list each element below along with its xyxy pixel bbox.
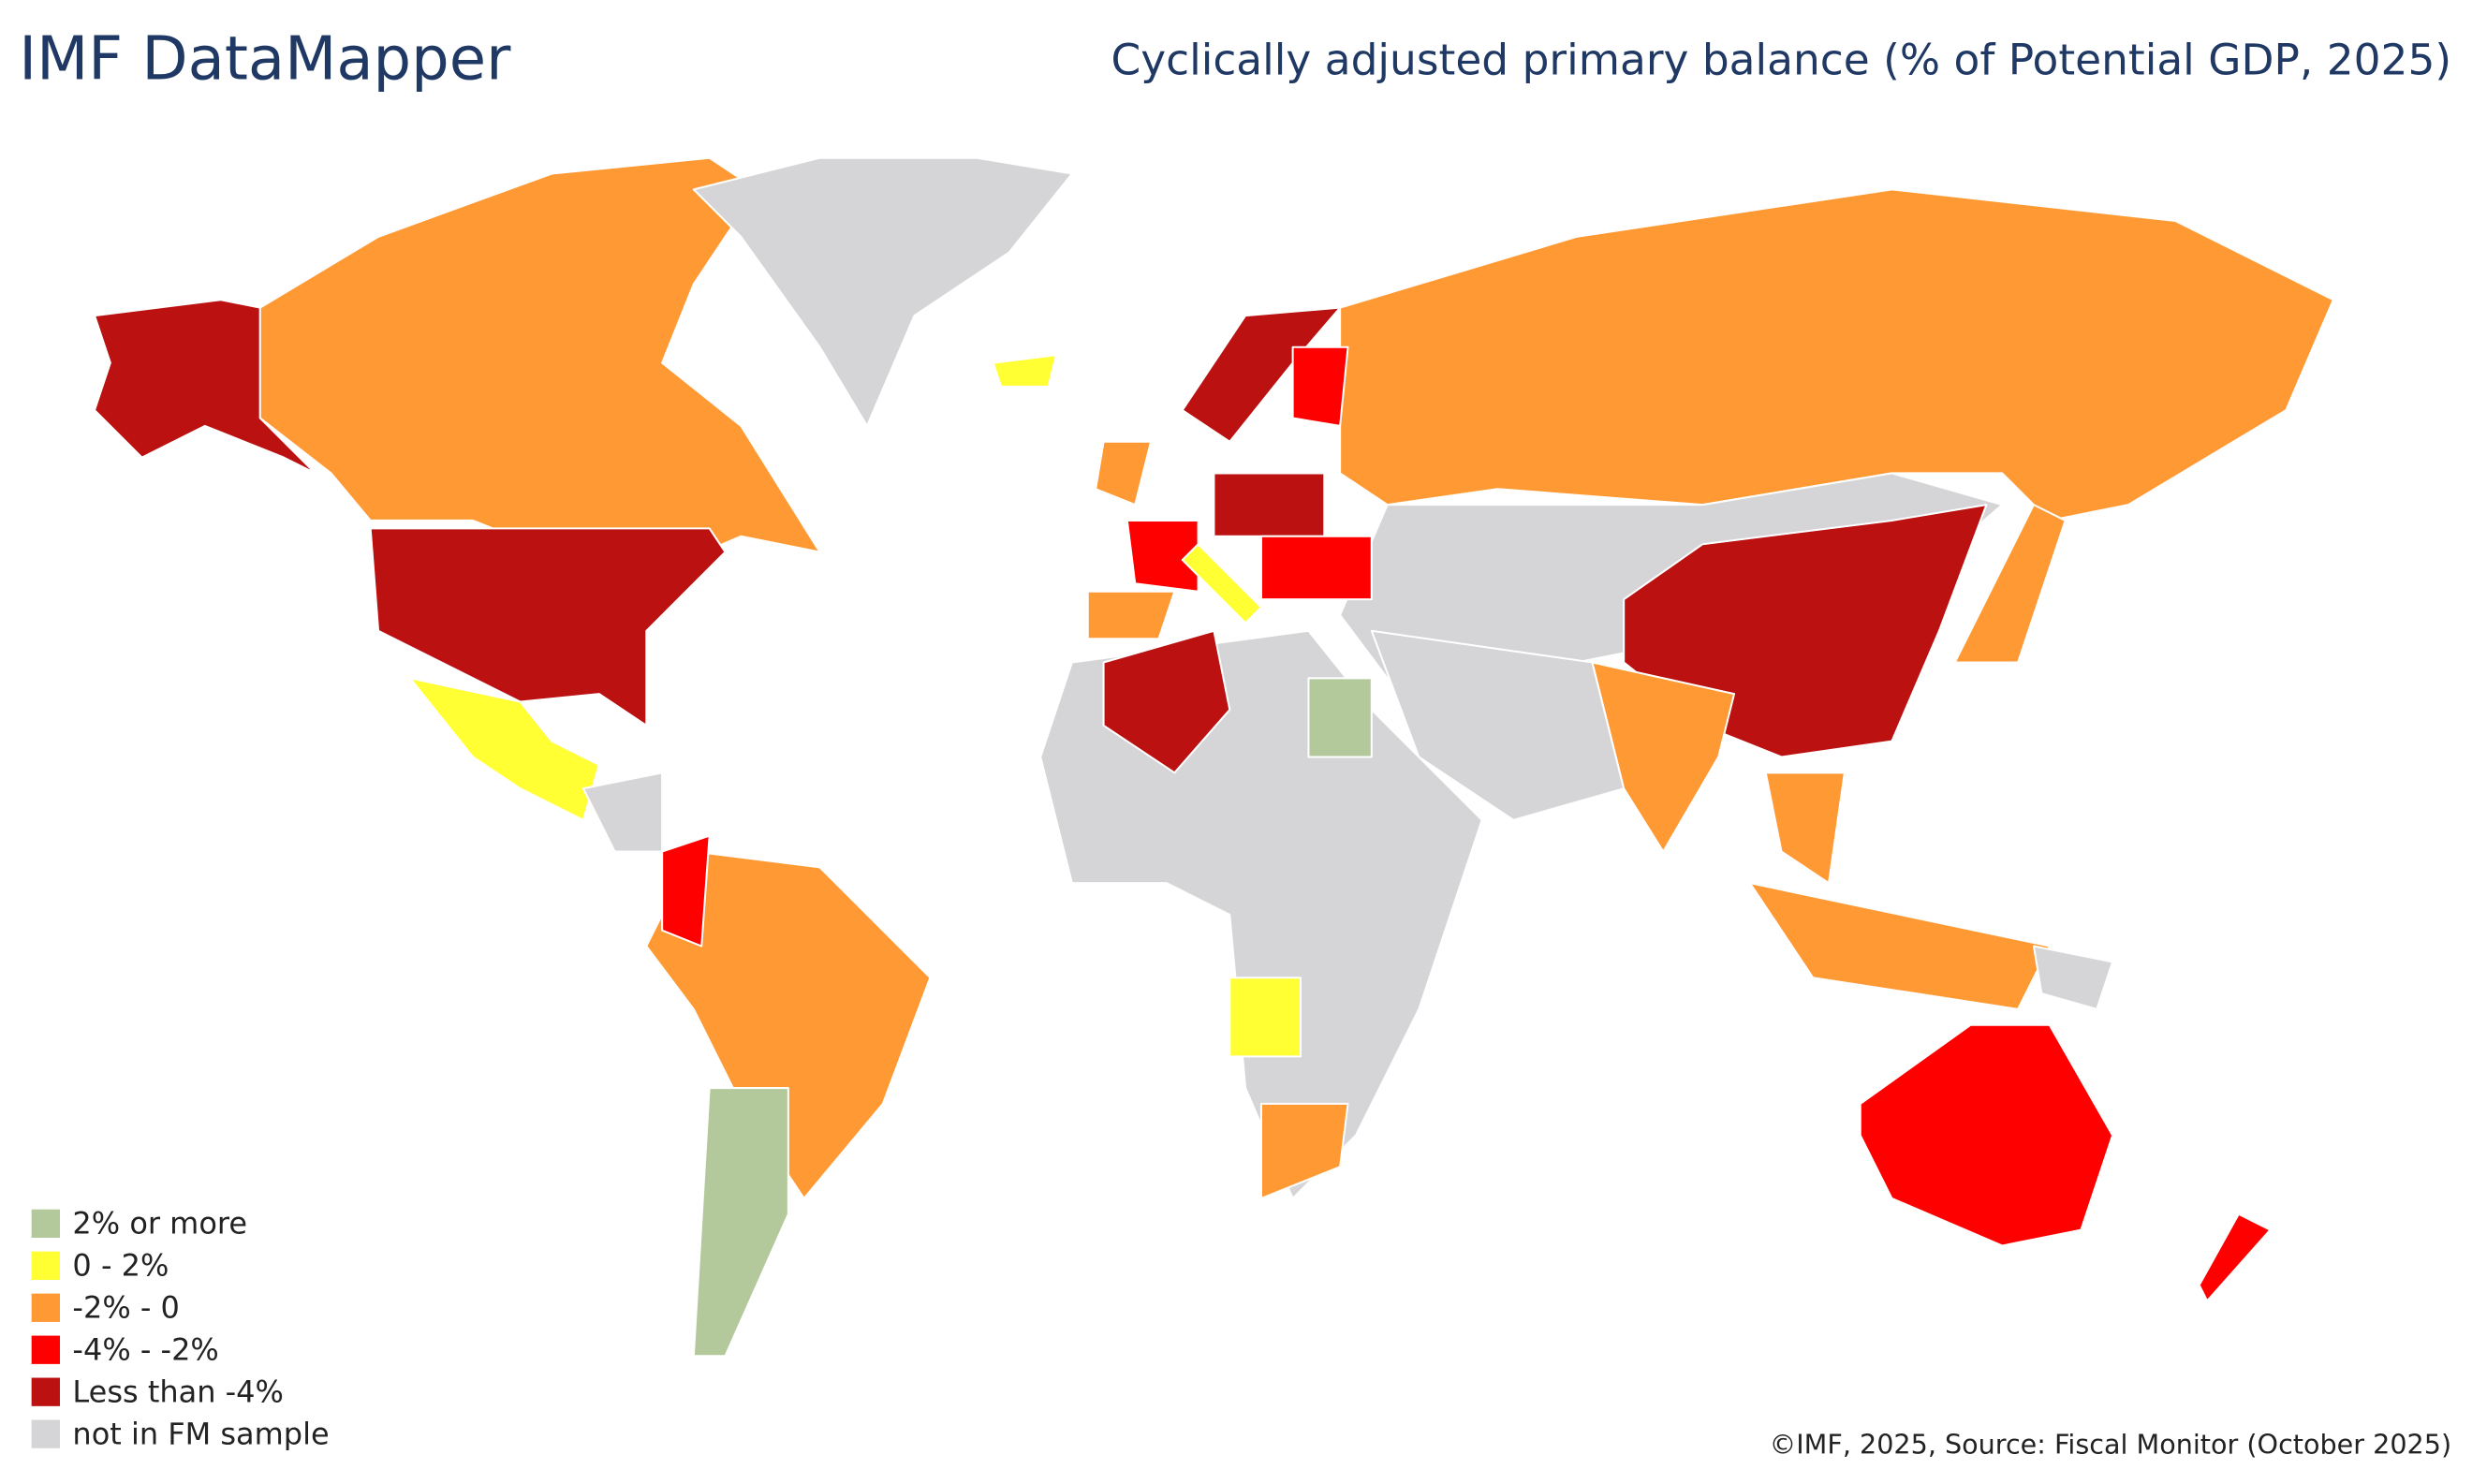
russia[interactable] [1339,188,2334,522]
legend-label: 2% or more [72,1206,247,1242]
algeria[interactable] [1102,629,1231,774]
australia[interactable] [1859,1023,2114,1247]
iceland[interactable] [992,354,1058,388]
legend-swatch [31,1293,60,1322]
egypt[interactable] [1307,677,1373,758]
southeast-asia[interactable] [1764,771,1846,885]
source-note: ©IMF, 2025, Source: Fiscal Monitor (Octo… [1770,1429,2451,1461]
world-map [94,156,2334,1358]
title: IMF DataMapper [19,25,511,95]
central-america[interactable] [581,771,664,853]
japan[interactable] [1953,504,2067,664]
middle-east[interactable] [1370,629,1626,821]
finland[interactable] [1291,345,1349,427]
scandinavia[interactable] [1181,306,1342,443]
legend-label: -2% - 0 [72,1289,179,1325]
legend-swatch [31,1335,60,1364]
legend-swatch [31,1377,60,1406]
colombia[interactable] [661,834,711,948]
papua-new-guinea[interactable] [2032,945,2114,1010]
legend-label: -4% - -2% [72,1331,218,1367]
central-europe[interactable] [1213,472,1326,537]
canada[interactable] [258,156,821,585]
india[interactable] [1591,661,1736,853]
indonesia[interactable] [1748,882,2051,1010]
legend-label: Less than -4% [72,1374,283,1409]
argentina[interactable] [692,1087,789,1358]
united-states[interactable] [369,527,727,727]
legend-label: not in FM sample [72,1416,329,1451]
south-america[interactable] [645,850,932,1199]
mexico[interactable] [408,677,600,821]
legend-swatch [31,1209,60,1239]
spain[interactable] [1086,590,1176,640]
angola[interactable] [1229,977,1302,1058]
legend-swatch [31,1419,60,1448]
legend: 2% or more 0 - 2% -2% - 0 -4% - -2% Less tha… [31,1206,330,1451]
united-kingdom[interactable] [1095,440,1153,507]
france[interactable] [1126,519,1199,593]
south-africa[interactable] [1259,1102,1349,1199]
subtitle: Cyclically adjusted primary balance (% o… [1111,35,2451,84]
greenland[interactable] [692,156,1073,427]
italy[interactable] [1181,543,1262,624]
legend-swatch [31,1251,60,1280]
balkans[interactable] [1259,535,1373,601]
new-zealand[interactable] [2198,1212,2272,1302]
legend-label: 0 - 2% [72,1248,169,1284]
